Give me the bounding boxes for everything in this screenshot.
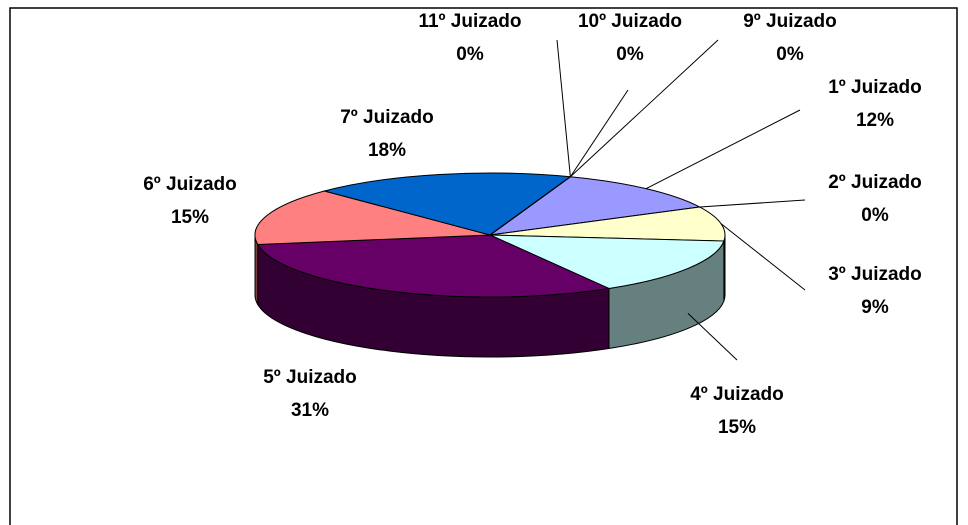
leader-line xyxy=(556,39,571,177)
slice xyxy=(489,206,726,242)
slice-label: 1º Juizado xyxy=(828,77,922,98)
slice-value-label: 12% xyxy=(856,110,894,131)
leader-line xyxy=(570,39,719,178)
leader-line xyxy=(569,89,629,178)
slice-label: 10º Juizado xyxy=(578,11,682,32)
slice-value-label: 0% xyxy=(861,205,889,226)
leader-line xyxy=(699,199,806,208)
slice-label: 2º Juizado xyxy=(828,172,922,193)
slice-value-label: 9% xyxy=(861,297,889,318)
slice-label: 11º Juizado xyxy=(418,11,521,32)
slice xyxy=(254,190,491,245)
leader-line xyxy=(645,109,801,190)
slice-value-label: 15% xyxy=(718,417,756,438)
slice-value-label: 18% xyxy=(368,140,406,161)
slice-value-label: 0% xyxy=(616,44,644,65)
slice-value-label: 0% xyxy=(776,44,804,65)
slice xyxy=(489,176,571,236)
slice-value-label: 15% xyxy=(171,207,209,228)
slice-side xyxy=(254,234,259,307)
slice-value-label: 31% xyxy=(291,400,329,421)
slice-label: 5º Juizado xyxy=(263,367,357,388)
slice-label: 7º Juizado xyxy=(340,107,434,128)
slice xyxy=(322,172,572,236)
slice xyxy=(489,234,725,289)
leader-line xyxy=(687,313,738,361)
slice-value-label: 0% xyxy=(456,44,484,65)
slice-label: 3º Juizado xyxy=(828,264,922,285)
slice-label: 4º Juizado xyxy=(690,384,784,405)
slice-label: 6º Juizado xyxy=(143,174,237,195)
leader-line xyxy=(720,223,806,291)
slice xyxy=(256,234,611,298)
slice-label: 9º Juizado xyxy=(743,11,837,32)
